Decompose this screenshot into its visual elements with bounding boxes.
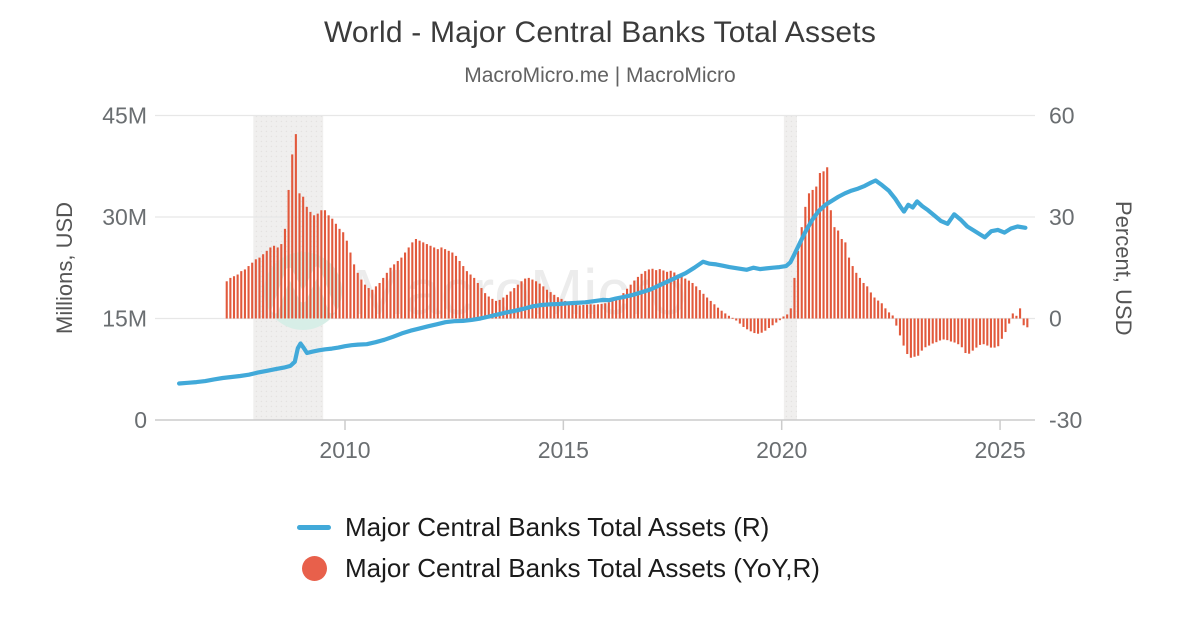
left-tick-45M: 45M	[102, 102, 147, 128]
right-axis-title: Percent, USD	[1111, 200, 1136, 336]
chart-subtitle: MacroMicro.me | MacroMicro	[464, 64, 736, 87]
left-tick-0: 0	[134, 407, 147, 433]
left-tick-15M: 15M	[102, 305, 147, 331]
x-axis	[155, 419, 1035, 430]
bar-series-yoy	[225, 134, 1029, 358]
x-tick-2015: 2015	[538, 437, 589, 463]
legend-label-yoy: Major Central Banks Total Assets (YoY,R)	[345, 553, 820, 583]
legend-item-yoy[interactable]: Major Central Banks Total Assets (YoY,R)	[297, 552, 820, 584]
bar-series-swatch-icon	[301, 555, 327, 581]
left-tick-30M: 30M	[102, 204, 147, 230]
right-tick-30: 30	[1049, 204, 1075, 230]
x-tick-2025: 2025	[974, 437, 1025, 463]
line-swatch-wrap	[297, 524, 331, 530]
right-tick--30: -30	[1049, 407, 1082, 433]
right-tick-60: 60	[1049, 103, 1075, 129]
line-series-total-assets	[177, 178, 1028, 386]
x-tick-2020: 2020	[756, 437, 807, 463]
chart-title: World - Major Central Banks Total Assets	[323, 16, 877, 49]
legend-item-total-assets[interactable]: Major Central Banks Total Assets (R)	[297, 511, 820, 543]
x-tick-2010: 2010	[319, 437, 370, 463]
dot-swatch-wrap	[297, 555, 331, 581]
legend-label-total-assets: Major Central Banks Total Assets (R)	[345, 512, 770, 542]
left-axis-title: Millions, USD	[52, 201, 77, 335]
axis-tick-labels: 45M 30M 15M 0 60 30 0 -30 2010 2015 2020 2025	[102, 102, 1082, 463]
line-series-swatch-icon	[297, 524, 331, 530]
legend: Major Central Banks Total Assets (R) Maj…	[297, 511, 820, 584]
right-tick-0: 0	[1049, 306, 1062, 332]
